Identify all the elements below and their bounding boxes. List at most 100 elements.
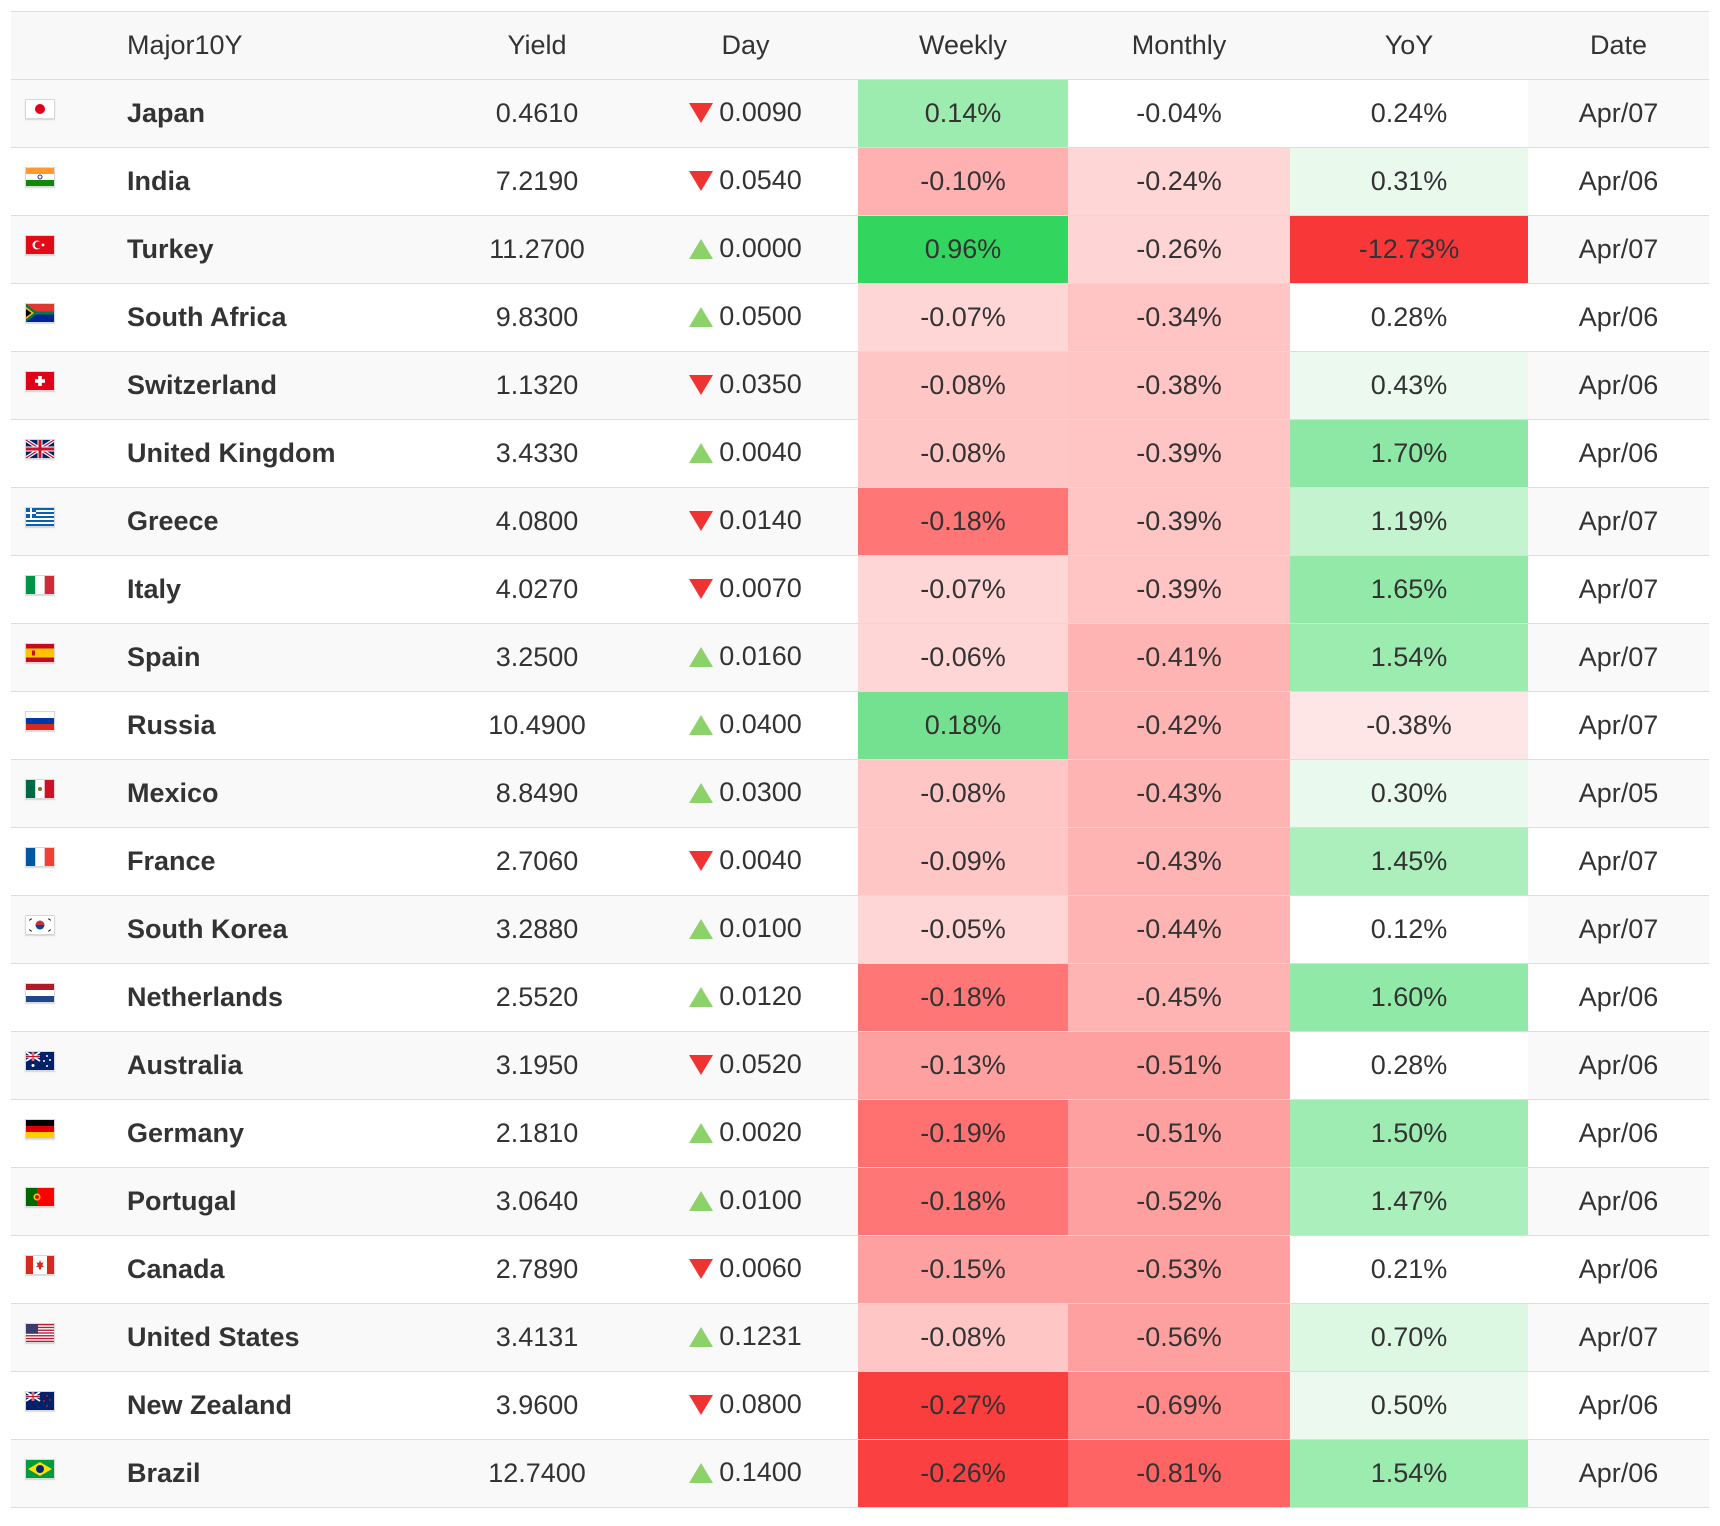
country-name-link[interactable]: Russia xyxy=(105,691,441,760)
country-name-link[interactable]: Italy xyxy=(105,555,441,624)
table-row[interactable]: Switzerland 1.1320 0.0350 -0.08% -0.38% 0.43%… xyxy=(11,351,1709,420)
table-row[interactable]: United Kingdom 3.4330 0.0040 -0.08% -0.39% 1.… xyxy=(11,419,1709,488)
flag-cell xyxy=(11,895,105,964)
country-name-link[interactable]: Australia xyxy=(105,1031,441,1100)
table-row[interactable]: Mexico 8.8490 0.0300 -0.08% -0.43% 0.30% Apr/0… xyxy=(11,759,1709,828)
country-name-link[interactable]: Turkey xyxy=(105,215,441,284)
column-header-yoy[interactable]: YoY xyxy=(1290,11,1528,80)
table-row[interactable]: Germany 2.1810 0.0020 -0.19% -0.51% 1.50% Apr/… xyxy=(11,1099,1709,1168)
weekly-change-cell: -0.08% xyxy=(858,419,1068,488)
arrow-up-icon xyxy=(689,782,714,803)
country-name-link[interactable]: Japan xyxy=(105,79,441,148)
day-change-value: 0.0520 xyxy=(719,1049,802,1080)
united-states-flag-icon xyxy=(25,1323,55,1343)
date-value: Apr/06 xyxy=(1528,963,1709,1032)
flag-cell xyxy=(11,827,105,896)
yoy-change-cell: 1.60% xyxy=(1290,963,1528,1032)
date-value: Apr/05 xyxy=(1528,759,1709,828)
day-change-cell: 0.0070 xyxy=(633,555,858,624)
day-change-value: 0.0300 xyxy=(719,777,802,808)
day-change-value: 0.0070 xyxy=(719,573,802,604)
table-row[interactable]: Portugal 3.0640 0.0100 -0.18% -0.52% 1.47% Apr… xyxy=(11,1167,1709,1236)
country-name-link[interactable]: Netherlands xyxy=(105,963,441,1032)
country-name-link[interactable]: South Korea xyxy=(105,895,441,964)
arrow-down-icon xyxy=(689,1054,714,1075)
monthly-change-cell: -0.26% xyxy=(1068,215,1290,284)
country-name-link[interactable]: United Kingdom xyxy=(105,419,441,488)
country-name-link[interactable]: Canada xyxy=(105,1235,441,1304)
day-change-value: 0.0100 xyxy=(719,1185,802,1216)
flag-cell xyxy=(11,1235,105,1304)
table-row[interactable]: Greece 4.0800 0.0140 -0.18% -0.39% 1.19% Apr/0… xyxy=(11,487,1709,556)
arrow-down-icon xyxy=(689,510,714,531)
day-change-value: 0.0090 xyxy=(719,97,802,128)
day-change-value: 0.1231 xyxy=(719,1321,802,1352)
arrow-up-icon xyxy=(689,714,714,735)
weekly-change-cell: -0.08% xyxy=(858,759,1068,828)
country-name-link[interactable]: France xyxy=(105,827,441,896)
arrow-up-icon xyxy=(689,238,714,259)
column-header-date[interactable]: Date xyxy=(1528,11,1709,80)
country-name-link[interactable]: Brazil xyxy=(105,1439,441,1508)
column-header-major10y[interactable]: Major10Y xyxy=(105,11,441,80)
table-row[interactable]: South Korea 3.2880 0.0100 -0.05% -0.44% 0.12%… xyxy=(11,895,1709,964)
table-row[interactable]: Brazil 12.7400 0.1400 -0.26% -0.81% 1.54% Apr/… xyxy=(11,1439,1709,1508)
table-row[interactable]: India 7.2190 0.0540 -0.10% -0.24% 0.31% Apr/06 xyxy=(11,147,1709,216)
column-header-weekly[interactable]: Weekly xyxy=(858,11,1068,80)
weekly-change-cell: -0.26% xyxy=(858,1439,1068,1508)
column-header-monthly[interactable]: Monthly xyxy=(1068,11,1290,80)
day-change-cell: 0.0160 xyxy=(633,623,858,692)
country-name-link[interactable]: Greece xyxy=(105,487,441,556)
canada-flag-icon xyxy=(25,1255,55,1275)
day-change-value: 0.0350 xyxy=(719,369,802,400)
country-name-link[interactable]: Spain xyxy=(105,623,441,692)
day-change-cell: 0.0120 xyxy=(633,963,858,1032)
table-row[interactable]: New Zealand 3.9600 0.0800 -0.27% -0.69% 0.50%… xyxy=(11,1371,1709,1440)
country-name-link[interactable]: Germany xyxy=(105,1099,441,1168)
table-row[interactable]: Netherlands 2.5520 0.0120 -0.18% -0.45% 1.60%… xyxy=(11,963,1709,1032)
country-name-link[interactable]: Portugal xyxy=(105,1167,441,1236)
weekly-change-cell: -0.08% xyxy=(858,1303,1068,1372)
country-name-link[interactable]: South Africa xyxy=(105,283,441,352)
monthly-change-cell: -0.51% xyxy=(1068,1099,1290,1168)
date-value: Apr/07 xyxy=(1528,691,1709,760)
country-name-link[interactable]: United States xyxy=(105,1303,441,1372)
flag-cell xyxy=(11,283,105,352)
table-row[interactable]: Turkey 11.2700 0.0000 0.96% -0.26% -12.73% Apr… xyxy=(11,215,1709,284)
table-row[interactable]: Italy 4.0270 0.0070 -0.07% -0.39% 1.65% Apr/07 xyxy=(11,555,1709,624)
arrow-down-icon xyxy=(689,850,714,871)
country-name-link[interactable]: India xyxy=(105,147,441,216)
column-header-yield[interactable]: Yield xyxy=(441,11,633,80)
table-row[interactable]: Russia 10.4900 0.0400 0.18% -0.42% -0.38% Apr/… xyxy=(11,691,1709,760)
italy-flag-icon xyxy=(25,575,55,595)
table-row[interactable]: Canada 2.7890 0.0060 -0.15% -0.53% 0.21% Apr/0… xyxy=(11,1235,1709,1304)
country-name-link[interactable]: Mexico xyxy=(105,759,441,828)
date-value: Apr/07 xyxy=(1528,215,1709,284)
country-name-link[interactable]: Switzerland xyxy=(105,351,441,420)
table-row[interactable]: United States 3.4131 0.1231 -0.08% -0.56% 0.7… xyxy=(11,1303,1709,1372)
weekly-change-cell: -0.13% xyxy=(858,1031,1068,1100)
flag-cell xyxy=(11,691,105,760)
yoy-change-cell: 0.43% xyxy=(1290,351,1528,420)
table-row[interactable]: Australia 3.1950 0.0520 -0.13% -0.51% 0.28% Ap… xyxy=(11,1031,1709,1100)
table-row[interactable]: Japan 0.4610 0.0090 0.14% -0.04% 0.24% Apr/07 xyxy=(11,79,1709,148)
column-header-day[interactable]: Day xyxy=(633,11,858,80)
flag-cell xyxy=(11,1099,105,1168)
country-name-link[interactable]: New Zealand xyxy=(105,1371,441,1440)
arrow-up-icon xyxy=(689,1326,714,1347)
weekly-change-cell: -0.18% xyxy=(858,963,1068,1032)
yoy-change-cell: 0.28% xyxy=(1290,283,1528,352)
monthly-change-cell: -0.44% xyxy=(1068,895,1290,964)
flag-cell xyxy=(11,1167,105,1236)
yield-value: 3.4131 xyxy=(441,1303,633,1372)
table-row[interactable]: South Africa 9.8300 0.0500 -0.07% -0.34% 0.28… xyxy=(11,283,1709,352)
netherlands-flag-icon xyxy=(25,983,55,1003)
table-row[interactable]: France 2.7060 0.0040 -0.09% -0.43% 1.45% Apr/0… xyxy=(11,827,1709,896)
weekly-change-cell: -0.06% xyxy=(858,623,1068,692)
flag-cell xyxy=(11,351,105,420)
table-row[interactable]: Spain 3.2500 0.0160 -0.06% -0.41% 1.54% Apr/07 xyxy=(11,623,1709,692)
weekly-change-cell: -0.05% xyxy=(858,895,1068,964)
south-africa-flag-icon xyxy=(25,303,55,323)
arrow-up-icon xyxy=(689,986,714,1007)
turkey-flag-icon xyxy=(25,235,55,255)
